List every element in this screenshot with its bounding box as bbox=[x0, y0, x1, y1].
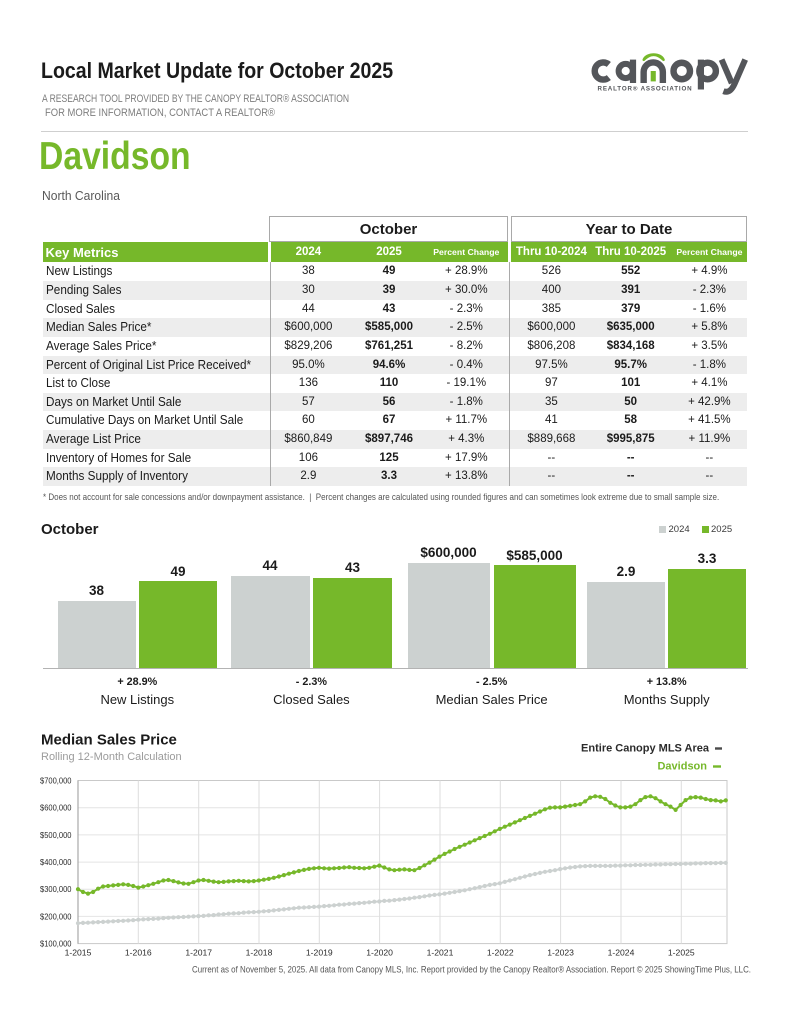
svg-text:Rolling 12-Month Calculation: Rolling 12-Month Calculation bbox=[41, 751, 182, 763]
svg-text:1-2024: 1-2024 bbox=[608, 948, 635, 958]
svg-text:Entire Canopy MLS Area: Entire Canopy MLS Area bbox=[581, 743, 710, 755]
svg-text:1-2018: 1-2018 bbox=[246, 948, 273, 958]
svg-text:1-2015: 1-2015 bbox=[65, 948, 92, 958]
svg-text:$200,000: $200,000 bbox=[40, 911, 72, 921]
svg-text:1-2020: 1-2020 bbox=[366, 948, 393, 958]
svg-text:1-2016: 1-2016 bbox=[125, 948, 152, 958]
svg-text:1-2021: 1-2021 bbox=[427, 948, 454, 958]
svg-text:1-2017: 1-2017 bbox=[185, 948, 212, 958]
svg-text:1-2019: 1-2019 bbox=[306, 948, 333, 958]
svg-text:$500,000: $500,000 bbox=[40, 830, 72, 840]
svg-text:1-2022: 1-2022 bbox=[487, 948, 514, 958]
svg-text:$700,000: $700,000 bbox=[40, 776, 72, 786]
svg-text:1-2023: 1-2023 bbox=[547, 948, 574, 958]
svg-text:1-2025: 1-2025 bbox=[668, 948, 695, 958]
svg-text:Davidson: Davidson bbox=[657, 761, 707, 773]
svg-text:$400,000: $400,000 bbox=[40, 857, 72, 867]
svg-text:Median Sales Price: Median Sales Price bbox=[41, 732, 177, 749]
svg-text:Current as of November 5, 2025: Current as of November 5, 2025. All data… bbox=[192, 965, 751, 975]
svg-text:REALTOR® ASSOCIATION: REALTOR® ASSOCIATION bbox=[598, 84, 693, 92]
svg-text:$100,000: $100,000 bbox=[40, 939, 72, 949]
svg-text:$600,000: $600,000 bbox=[40, 803, 72, 813]
svg-text:$300,000: $300,000 bbox=[40, 884, 72, 894]
